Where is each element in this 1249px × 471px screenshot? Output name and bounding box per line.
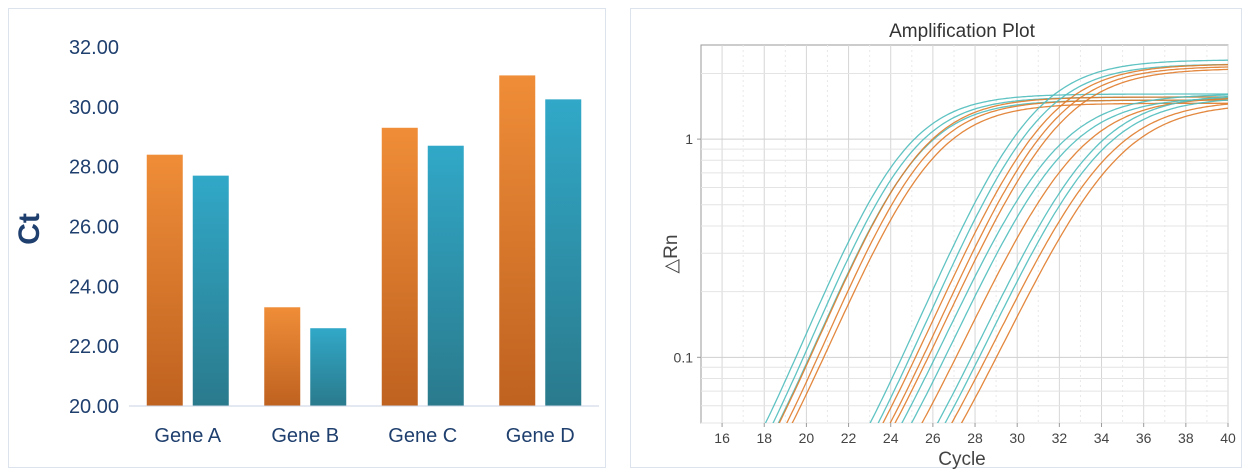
y-tick-label: 30.00 bbox=[69, 97, 119, 119]
x-category-label: Gene A bbox=[154, 425, 221, 447]
ct-bar-chart: 20.00 22.00 24.00 26.00 28.00 30.00 32.00 Gene… bbox=[13, 37, 599, 447]
bar-gene-a-series-2 bbox=[192, 175, 229, 406]
bar-gene-b-series-2 bbox=[310, 328, 347, 406]
y-tick-label: 0.1 bbox=[674, 349, 694, 365]
x-tick-label: 22 bbox=[841, 430, 857, 446]
bar-gene-d-series-1 bbox=[499, 75, 536, 406]
x-category-label: Gene C bbox=[388, 425, 457, 447]
x-tick-label: 28 bbox=[967, 430, 983, 446]
x-tick-label: 34 bbox=[1094, 430, 1110, 446]
y-tick-label: 1 bbox=[685, 131, 693, 147]
bar-gene-c-series-2 bbox=[427, 145, 464, 406]
amplification-curve bbox=[778, 96, 1228, 423]
bar-gene-d-series-2 bbox=[545, 99, 582, 407]
amplification-curve bbox=[889, 66, 1228, 423]
y-tick-label: 22.00 bbox=[69, 336, 119, 358]
amplification-curve bbox=[869, 59, 1228, 423]
x-tick-label: 32 bbox=[1052, 430, 1068, 446]
amplification-curve bbox=[764, 93, 1228, 423]
x-category-label: Gene B bbox=[271, 425, 339, 447]
amplification-plot: Amplification Plot 16 18 20 22 24 26 28 30 32 34 3… bbox=[661, 21, 1236, 469]
y-axis-label: △Rn bbox=[661, 235, 682, 274]
x-tick-label: 40 bbox=[1220, 430, 1236, 446]
x-tick-label: 38 bbox=[1178, 430, 1194, 446]
amplification-curve bbox=[894, 68, 1228, 423]
y-tick-label: 28.00 bbox=[69, 157, 119, 179]
x-tick-label: 20 bbox=[799, 430, 815, 446]
amplification-curve bbox=[877, 63, 1228, 423]
x-axis-label: Cycle bbox=[938, 449, 986, 469]
y-tick-label: 24.00 bbox=[69, 276, 119, 298]
bar-gene-a-series-1 bbox=[146, 154, 183, 406]
x-category-label: Gene D bbox=[506, 425, 575, 447]
x-tick-label: 18 bbox=[756, 430, 772, 446]
y-tick-label: 20.00 bbox=[69, 396, 119, 418]
x-tick-label: 16 bbox=[714, 430, 730, 446]
x-tick-label: 30 bbox=[1009, 430, 1025, 446]
x-tick-label: 26 bbox=[925, 430, 941, 446]
amplification-curve bbox=[882, 64, 1228, 423]
y-axis-label: Ct bbox=[13, 213, 46, 245]
amplification-plot-panel: Amplification Plot 16 18 20 22 24 26 28 30 32 34 3… bbox=[630, 8, 1242, 469]
amplification-curve bbox=[910, 97, 1228, 423]
bar-gene-c-series-1 bbox=[381, 127, 418, 407]
amplification-curve bbox=[786, 99, 1228, 423]
x-tick-label: 24 bbox=[883, 430, 899, 446]
plot-area bbox=[700, 44, 1229, 424]
amplification-curve bbox=[791, 102, 1228, 423]
bar-gene-b-series-1 bbox=[264, 307, 301, 406]
y-tick-label: 26.00 bbox=[69, 217, 119, 239]
amplification-curve bbox=[951, 103, 1228, 423]
amplification-curve bbox=[944, 99, 1228, 423]
amplification-curve bbox=[921, 98, 1228, 423]
y-tick-label: 32.00 bbox=[69, 37, 119, 59]
ct-bar-chart-panel: 20.00 22.00 24.00 26.00 28.00 30.00 32.00 Gene… bbox=[8, 8, 606, 468]
x-tick-label: 36 bbox=[1136, 430, 1152, 446]
amplification-curve bbox=[960, 107, 1228, 423]
amplification-curve bbox=[901, 94, 1228, 423]
plot-title: Amplification Plot bbox=[889, 21, 1035, 42]
amplification-curve bbox=[936, 95, 1228, 423]
